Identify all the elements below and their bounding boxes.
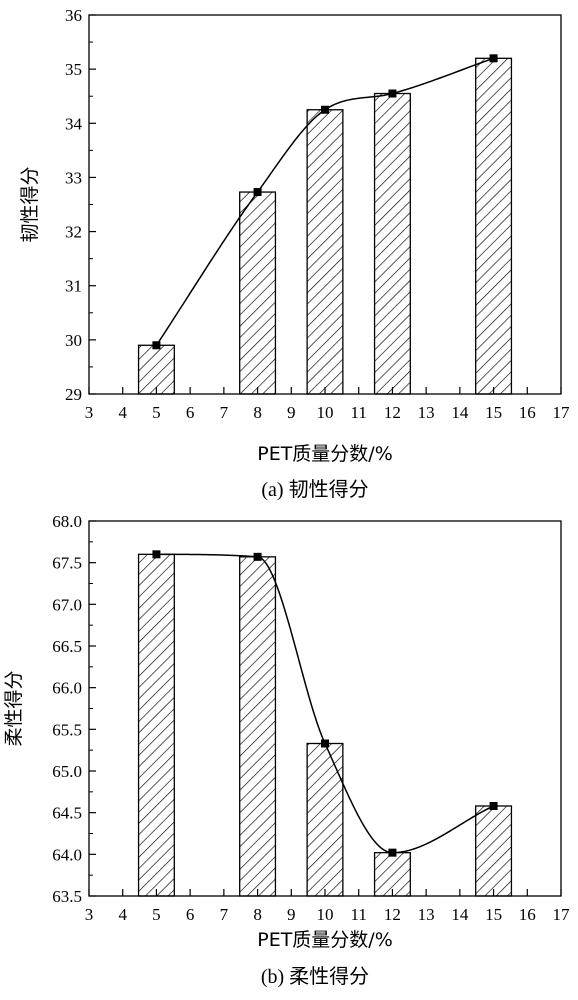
data-point-10	[321, 105, 329, 114]
x-tick-label: 11	[351, 905, 367, 924]
y-tick-label: 66.0	[52, 679, 82, 698]
data-point-15	[489, 802, 498, 810]
x-tick-label: 4	[118, 905, 127, 924]
y-tick-label: 32	[65, 223, 82, 242]
bar-10	[306, 742, 344, 897]
y-tick-label: 65.0	[52, 762, 82, 781]
data-point-8	[253, 188, 262, 197]
y-ticks: 29 30 31 32 33 34 35 36	[65, 6, 96, 404]
markers-layer	[152, 54, 498, 350]
markers-layer	[152, 550, 498, 857]
x-axis-title: PET质量分数/%	[257, 929, 393, 951]
bars-layer	[137, 553, 513, 897]
x-tick-label: 10	[317, 403, 334, 422]
x-ticks: 3 4 5 6 7 8 9 10 11 12 13 14 15 16 17	[85, 889, 570, 924]
y-tick-label: 30	[65, 331, 82, 350]
y-tick-label: 31	[65, 277, 82, 296]
y-axis-title: 韧性得分	[19, 166, 41, 242]
x-tick-label: 7	[220, 905, 229, 924]
x-tick-label: 6	[186, 905, 195, 924]
x-tick-label: 8	[253, 403, 262, 422]
y-tick-label: 33	[65, 168, 82, 187]
data-point-5	[152, 550, 161, 559]
bar-12	[373, 852, 411, 897]
x-tick-label: 9	[287, 403, 296, 422]
x-tick-label: 9	[287, 905, 296, 924]
x-tick-label: 16	[519, 403, 536, 422]
x-axis-title: PET质量分数/%	[257, 443, 393, 465]
y-tick-label: 64.5	[52, 804, 82, 823]
x-tick-label: 12	[384, 403, 401, 422]
y-tick-label: 66.5	[52, 637, 82, 656]
x-tick-label: 14	[451, 403, 469, 422]
x-tick-label: 5	[152, 905, 161, 924]
x-tick-label: 14	[451, 905, 469, 924]
x-tick-label: 7	[220, 403, 229, 422]
bar-12	[373, 92, 411, 395]
x-tick-label: 17	[553, 403, 571, 422]
bar-15	[475, 805, 513, 897]
x-tick-label: 16	[519, 905, 536, 924]
y-tick-label: 29	[65, 385, 82, 404]
bar-10	[306, 109, 344, 395]
data-point-15	[489, 54, 498, 63]
x-tick-label: 13	[418, 905, 435, 924]
data-point-12	[388, 848, 397, 857]
bar-5	[137, 344, 175, 395]
x-tick-label: 6	[186, 403, 195, 422]
x-tick-label: 15	[485, 403, 502, 422]
bar-5	[137, 553, 175, 897]
chart-flexibility: 63.5 64.0 64.5 65.0 65.5 66.0 66.5 67.0 67.5 68.0…	[3, 512, 570, 988]
y-tick-label: 64.0	[52, 845, 82, 864]
x-tick-label: 10	[317, 905, 334, 924]
y-tick-label: 34	[65, 114, 83, 133]
y-ticks: 63.5 64.0 64.5 65.0 65.5 66.0 66.5 67.0 67.5 68.0	[52, 512, 96, 906]
y-tick-label: 65.5	[52, 720, 82, 739]
chart-caption: (a) 韧性得分	[261, 478, 368, 501]
x-tick-label: 5	[152, 403, 161, 422]
x-tick-label: 13	[418, 403, 435, 422]
x-tick-label: 15	[485, 905, 502, 924]
x-tick-label: 3	[85, 403, 94, 422]
x-tick-label: 12	[384, 905, 401, 924]
y-tick-label: 68.0	[52, 512, 82, 531]
x-tick-label: 4	[118, 403, 127, 422]
x-tick-label: 11	[351, 403, 367, 422]
chart-caption: (b) 柔性得分	[261, 965, 369, 988]
x-ticks: 3 4 5 6 7 8 9 10 11 12 13 14 15 16 17	[85, 387, 570, 422]
x-tick-label: 17	[553, 905, 571, 924]
y-tick-label: 67.0	[52, 595, 82, 614]
y-axis-title: 柔性得分	[3, 670, 25, 746]
data-point-8	[253, 552, 262, 561]
x-tick-label: 8	[253, 905, 262, 924]
data-point-5	[152, 341, 161, 350]
y-tick-label: 63.5	[52, 887, 82, 906]
y-tick-label: 36	[65, 6, 82, 25]
y-tick-label: 35	[65, 60, 82, 79]
y-tick-label: 67.5	[52, 554, 82, 573]
bar-8	[239, 191, 277, 395]
bar-8	[239, 556, 277, 897]
bar-15	[475, 57, 513, 395]
data-point-12	[388, 89, 397, 98]
data-point-10	[321, 739, 329, 748]
x-tick-label: 3	[85, 905, 94, 924]
